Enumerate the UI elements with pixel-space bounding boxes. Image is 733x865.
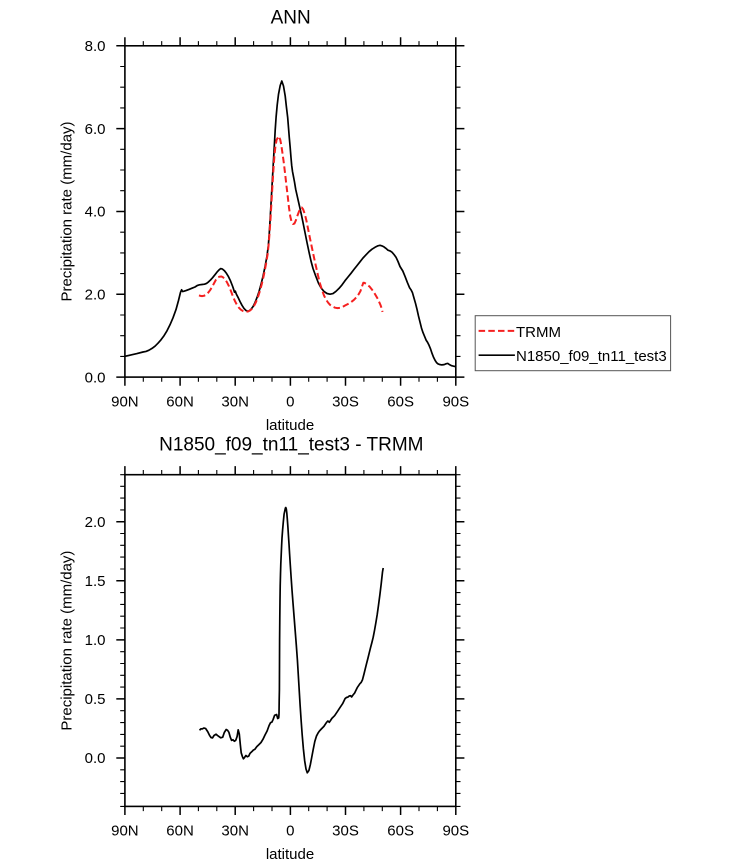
svg-text:2.0: 2.0: [85, 514, 106, 531]
svg-text:90S: 90S: [442, 394, 469, 411]
svg-text:0: 0: [286, 394, 294, 411]
svg-text:0.5: 0.5: [85, 691, 106, 708]
svg-text:30S: 30S: [332, 822, 359, 839]
svg-text:TRMM: TRMM: [516, 324, 561, 341]
svg-text:60N: 60N: [166, 394, 194, 411]
svg-text:latitude: latitude: [266, 417, 314, 434]
svg-text:1.0: 1.0: [85, 632, 106, 649]
svg-text:ANN: ANN: [271, 7, 311, 28]
svg-text:0.0: 0.0: [85, 750, 106, 767]
svg-text:30S: 30S: [332, 394, 359, 411]
svg-text:60N: 60N: [166, 822, 194, 839]
svg-text:90N: 90N: [111, 822, 139, 839]
svg-text:N1850_f09_tn11_test3: N1850_f09_tn11_test3: [516, 348, 667, 365]
svg-text:Precipitation rate (mm/day): Precipitation rate (mm/day): [59, 551, 76, 731]
svg-text:4.0: 4.0: [85, 204, 106, 221]
svg-text:60S: 60S: [387, 394, 414, 411]
svg-text:60S: 60S: [387, 822, 414, 839]
svg-text:2.0: 2.0: [85, 286, 106, 303]
svg-text:90N: 90N: [111, 394, 139, 411]
svg-text:latitude: latitude: [266, 846, 314, 863]
svg-text:8.0: 8.0: [85, 38, 106, 55]
svg-text:0: 0: [286, 822, 294, 839]
svg-text:1.5: 1.5: [85, 573, 106, 590]
svg-text:90S: 90S: [442, 822, 469, 839]
svg-text:30N: 30N: [221, 822, 249, 839]
svg-text:6.0: 6.0: [85, 121, 106, 138]
svg-text:30N: 30N: [221, 394, 249, 411]
svg-text:Precipitation rate (mm/day): Precipitation rate (mm/day): [59, 121, 76, 301]
svg-text:0.0: 0.0: [85, 369, 106, 386]
svg-text:N1850_f09_tn11_test3 - TRMM: N1850_f09_tn11_test3 - TRMM: [159, 435, 423, 456]
